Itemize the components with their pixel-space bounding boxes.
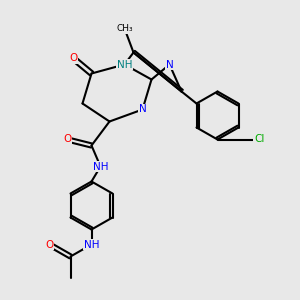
Text: NH: NH [117,59,132,70]
Text: O: O [69,53,78,64]
Text: N: N [139,104,146,115]
Text: NH: NH [84,239,99,250]
Text: N: N [166,59,173,70]
Text: Cl: Cl [254,134,265,145]
Text: CH₃: CH₃ [116,24,133,33]
Text: O: O [63,134,72,145]
Text: NH: NH [93,161,108,172]
Text: O: O [45,239,54,250]
